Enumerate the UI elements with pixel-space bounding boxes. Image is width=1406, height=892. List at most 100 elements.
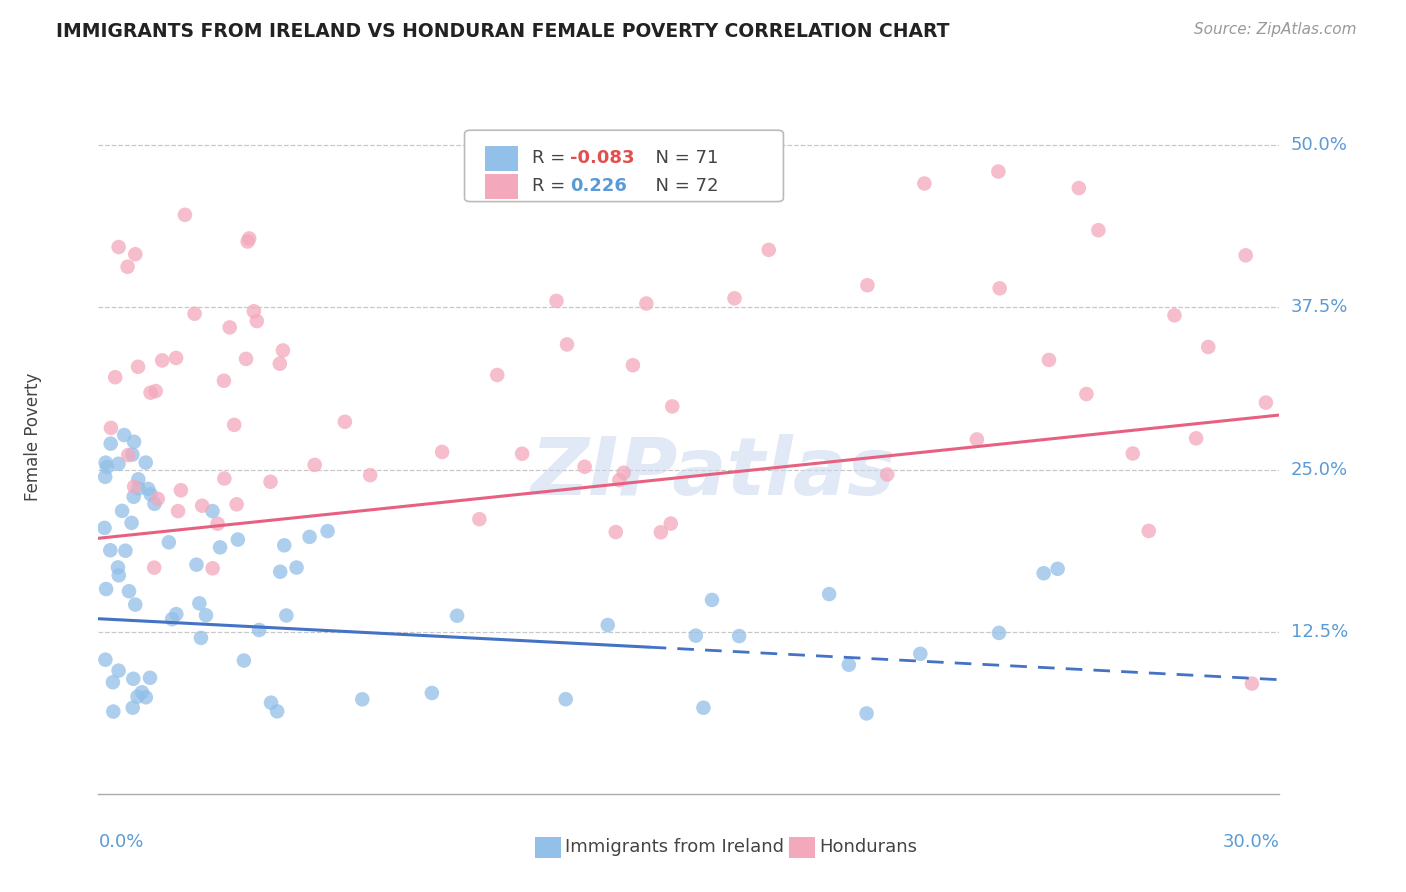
Point [359,468,381,483]
Text: Immigrants from Ireland: Immigrants from Ireland [565,838,785,856]
Point [121,516,143,530]
Point [1046,562,1069,576]
Point [855,706,877,721]
Point [104,370,127,384]
Point [124,598,146,612]
Point [212,374,235,388]
Point [186,558,208,572]
Point [107,457,129,471]
Point [107,560,129,574]
Point [661,400,683,414]
Point [266,704,288,718]
Point [988,626,1011,640]
Point [195,608,218,623]
Point [276,608,298,623]
Point [160,612,183,626]
Point [190,631,212,645]
Point [170,483,193,498]
Point [143,560,166,574]
Point [1122,446,1144,460]
Point [613,466,636,480]
Point [94,456,117,470]
Point [103,705,125,719]
Point [127,472,149,486]
Point [93,521,115,535]
Point [446,608,468,623]
Point [207,516,229,531]
Point [555,337,578,351]
Bar [789,837,815,858]
Point [136,482,159,496]
Point [510,447,533,461]
Point [1163,308,1185,322]
Text: 25.0%: 25.0% [1291,460,1348,478]
Point [100,436,122,450]
Point [100,421,122,435]
Bar [485,174,517,199]
Point [131,685,153,699]
Point [269,357,291,371]
Point [226,533,249,547]
Point [333,415,356,429]
Point [118,584,141,599]
Point [107,664,129,678]
Point [143,497,166,511]
Point [650,525,672,540]
Point [486,368,509,382]
Point [285,560,308,574]
Point [112,428,135,442]
Text: Source: ZipAtlas.com: Source: ZipAtlas.com [1194,22,1357,37]
Point [1234,248,1257,262]
Point [838,657,860,672]
Point [117,448,139,462]
Point [1067,181,1090,195]
Text: R =: R = [531,149,571,167]
Point [246,314,269,328]
Point [1038,353,1060,368]
Text: Hondurans: Hondurans [818,838,917,856]
Point [218,320,240,334]
Point [165,607,187,621]
Text: 30.0%: 30.0% [1223,833,1279,851]
Bar [485,145,517,170]
Text: 0.0%: 0.0% [98,833,143,851]
Text: IMMIGRANTS FROM IRELAND VS HONDURAN FEMALE POVERTY CORRELATION CHART: IMMIGRANTS FROM IRELAND VS HONDURAN FEMA… [56,22,949,41]
Point [1254,395,1277,409]
Point [145,384,167,398]
Point [758,243,780,257]
Point [191,499,214,513]
Text: 0.226: 0.226 [569,178,627,195]
Point [316,524,339,538]
Point [167,504,190,518]
Point [174,208,197,222]
Point [818,587,841,601]
Point [723,291,745,305]
Point [107,568,129,582]
Point [420,686,443,700]
Point [269,565,291,579]
Point [1185,431,1208,445]
Point [554,692,576,706]
Point [546,293,568,308]
Bar [536,837,561,858]
Point [352,692,374,706]
Point [856,278,879,293]
Point [621,358,644,372]
Point [247,623,270,637]
Text: 12.5%: 12.5% [1291,623,1348,640]
Point [607,473,630,487]
Text: 50.0%: 50.0% [1291,136,1347,154]
Point [94,653,117,667]
Point [122,480,145,494]
Point [1240,676,1263,690]
Point [98,543,121,558]
Point [214,471,236,485]
Point [201,561,224,575]
Point [124,247,146,261]
Point [122,672,145,686]
Point [135,456,157,470]
Point [685,629,707,643]
Text: 37.5%: 37.5% [1291,298,1348,317]
Point [127,690,149,704]
Point [139,671,162,685]
